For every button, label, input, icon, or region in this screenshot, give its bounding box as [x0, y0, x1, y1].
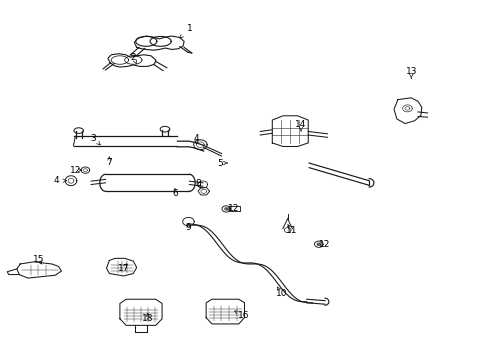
- Text: 17: 17: [118, 264, 129, 273]
- Text: 8: 8: [195, 179, 201, 188]
- Bar: [229, 206, 239, 211]
- Text: 12: 12: [228, 204, 239, 213]
- Text: 2: 2: [130, 53, 136, 62]
- Text: 14: 14: [295, 120, 306, 129]
- Text: 3: 3: [90, 134, 96, 143]
- Text: 15: 15: [33, 255, 44, 264]
- Text: 4: 4: [53, 176, 59, 185]
- Text: 12: 12: [70, 166, 81, 175]
- Text: 12: 12: [319, 240, 330, 249]
- Text: 16: 16: [237, 311, 249, 320]
- Text: 5: 5: [217, 158, 223, 167]
- Text: 4: 4: [193, 134, 199, 143]
- Text: 13: 13: [405, 67, 416, 76]
- Text: 6: 6: [172, 189, 178, 198]
- Text: 7: 7: [106, 158, 112, 167]
- Text: 11: 11: [285, 226, 297, 235]
- Text: 9: 9: [185, 223, 191, 232]
- Text: 18: 18: [142, 314, 153, 323]
- Text: 10: 10: [276, 289, 287, 298]
- Text: 1: 1: [186, 24, 192, 33]
